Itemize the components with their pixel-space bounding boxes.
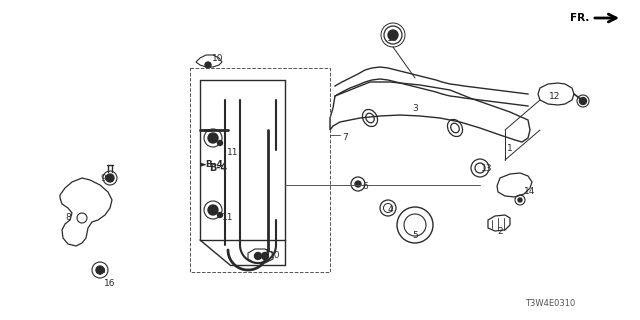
Text: 6: 6 xyxy=(362,181,368,190)
Circle shape xyxy=(96,266,104,274)
Circle shape xyxy=(255,252,262,260)
Circle shape xyxy=(218,212,223,218)
Text: 10: 10 xyxy=(269,252,281,260)
Text: 5: 5 xyxy=(412,231,418,241)
Text: 7: 7 xyxy=(342,132,348,141)
Circle shape xyxy=(208,205,218,215)
Text: 16: 16 xyxy=(104,279,116,289)
Text: 13: 13 xyxy=(481,164,493,172)
Text: FR.: FR. xyxy=(570,13,589,23)
Text: 14: 14 xyxy=(524,188,536,196)
Circle shape xyxy=(205,62,211,68)
Circle shape xyxy=(355,181,361,187)
Circle shape xyxy=(388,30,398,40)
Text: ►B-4: ►B-4 xyxy=(200,159,224,169)
Text: 10: 10 xyxy=(212,53,224,62)
Text: 4: 4 xyxy=(387,205,393,214)
Circle shape xyxy=(106,174,114,182)
Text: 1: 1 xyxy=(507,143,513,153)
Circle shape xyxy=(262,252,269,260)
Text: 3: 3 xyxy=(412,103,418,113)
Text: T3W4E0310: T3W4E0310 xyxy=(525,299,575,308)
Text: 11: 11 xyxy=(227,148,239,156)
Text: 9: 9 xyxy=(100,173,106,182)
Text: B-4: B-4 xyxy=(209,163,227,173)
Text: 8: 8 xyxy=(65,213,71,222)
Text: 11: 11 xyxy=(222,213,234,222)
Text: 12: 12 xyxy=(549,92,561,100)
Circle shape xyxy=(218,140,223,146)
Circle shape xyxy=(518,198,522,202)
Circle shape xyxy=(208,133,218,143)
Circle shape xyxy=(579,98,586,105)
Text: 15: 15 xyxy=(387,34,399,43)
Text: 2: 2 xyxy=(497,228,503,236)
